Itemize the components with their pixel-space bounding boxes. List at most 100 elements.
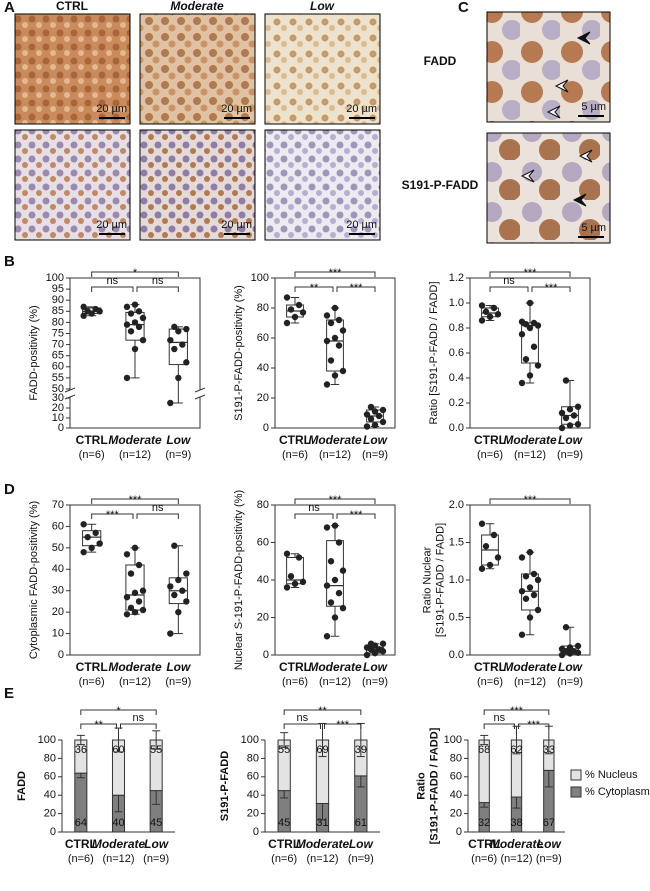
y-tick-label: 1.0 [449, 297, 464, 309]
bar-label: 64 [75, 817, 87, 829]
data-point [135, 561, 143, 569]
arrowhead [520, 169, 535, 183]
y-tick-label: 70 [52, 499, 64, 511]
panel-letter: A [4, 0, 15, 16]
data-point [558, 651, 566, 659]
y-tick-label: 0 [263, 422, 269, 434]
y-tick-label: 70 [52, 339, 64, 351]
y-tick-label: 40 [257, 362, 269, 374]
data-point [167, 336, 174, 344]
y-tick-label: 10 [52, 412, 64, 424]
data-point [530, 570, 538, 578]
scale-bar-label: 20 µm [346, 103, 377, 115]
data-point [363, 644, 371, 651]
y-tick-label: 0.4 [449, 372, 464, 384]
significance-label: ns [107, 275, 119, 287]
y-tick-label: 85 [52, 305, 64, 317]
significance-label: ** [318, 705, 327, 717]
data-point [127, 604, 135, 612]
data-point [494, 311, 502, 318]
y-tick-label: 10 [52, 627, 64, 639]
y-tick-label: 0 [263, 649, 269, 661]
data-point [127, 570, 135, 577]
data-point [339, 367, 347, 375]
arrowhead [576, 31, 591, 45]
x-tick-label: Moderate [308, 660, 362, 674]
panel-letter: B [4, 253, 15, 270]
x-tick-note: (n=6) [79, 676, 105, 688]
significance-bracket [91, 498, 179, 504]
y-tick-label: 40 [450, 789, 462, 801]
box [521, 322, 539, 364]
x-tick-note: (n=12) [102, 853, 134, 865]
significance-label: ns [133, 712, 145, 724]
scale-bar-label: 20 µm [221, 103, 252, 115]
y-tick-label: 0.6 [449, 347, 464, 359]
significance-bracket [483, 709, 550, 715]
y-tick-label: 60 [257, 332, 269, 344]
x-tick-note: (n=6) [68, 853, 94, 865]
x-tick-label: Low [558, 433, 583, 447]
scale-bar-label: 20 µm [96, 103, 127, 115]
x-tick-label: Low [537, 837, 562, 851]
data-point [486, 561, 494, 569]
y-tick-label: 20 [44, 808, 56, 820]
significance-label: *** [524, 267, 538, 279]
data-point [183, 570, 190, 577]
significance-label: *** [524, 494, 538, 506]
data-point [183, 598, 190, 605]
data-point [562, 377, 570, 384]
data-point [131, 608, 139, 616]
data-point [179, 341, 186, 348]
data-point [335, 539, 343, 546]
data-point [171, 345, 178, 353]
significance-bracket [136, 513, 179, 519]
data-point [123, 374, 131, 382]
y-tick-label: 0.2 [449, 397, 464, 409]
significance-bracket [91, 513, 134, 519]
x-tick-label: Low [363, 433, 388, 447]
data-point [486, 313, 494, 320]
y-axis-label: Ratio Nuclear [421, 546, 433, 613]
data-point [175, 576, 182, 584]
data-point [323, 524, 331, 531]
x-tick-note: (n=6) [79, 449, 105, 461]
box [326, 540, 344, 607]
x-tick-note: (n=9) [143, 853, 169, 865]
x-tick-note: (n=6) [477, 449, 503, 461]
axis-break [194, 387, 206, 393]
arrowhead [578, 149, 593, 163]
legend-swatch [570, 769, 582, 781]
data-point [283, 550, 291, 557]
x-tick-label: Moderate [296, 837, 350, 851]
x-tick-label: Moderate [92, 837, 146, 851]
data-point [478, 302, 486, 309]
data-point [139, 314, 147, 322]
data-point [566, 406, 574, 413]
data-point [574, 403, 582, 410]
data-point [131, 301, 139, 308]
data-point [96, 540, 103, 547]
y-axis-label: [S191-P-FADD / FADD] [428, 727, 440, 844]
x-tick-label: CTRL [76, 660, 108, 674]
x-tick-label: Low [363, 660, 388, 674]
x-tick-note: (n=9) [362, 676, 388, 688]
data-point [123, 593, 131, 601]
y-axis-label: FADD-positivity (%) [28, 305, 40, 400]
significance-label: *** [106, 509, 120, 521]
significance-label: ns [297, 712, 309, 724]
data-point [299, 578, 307, 586]
x-tick-note: (n=12) [319, 449, 351, 461]
data-point [299, 309, 307, 316]
significance-bracket [483, 723, 515, 729]
significance-label: *** [527, 719, 541, 731]
significance-bracket [91, 286, 134, 292]
data-point [534, 576, 542, 584]
y-tick-label: 100 [444, 734, 462, 746]
y-tick-label: 60 [52, 361, 64, 373]
y-tick-label: 0.0 [449, 649, 464, 661]
plot-frame [274, 277, 396, 429]
panel-letter: D [4, 481, 15, 498]
significance-label: *** [336, 719, 350, 731]
data-point [490, 304, 498, 312]
